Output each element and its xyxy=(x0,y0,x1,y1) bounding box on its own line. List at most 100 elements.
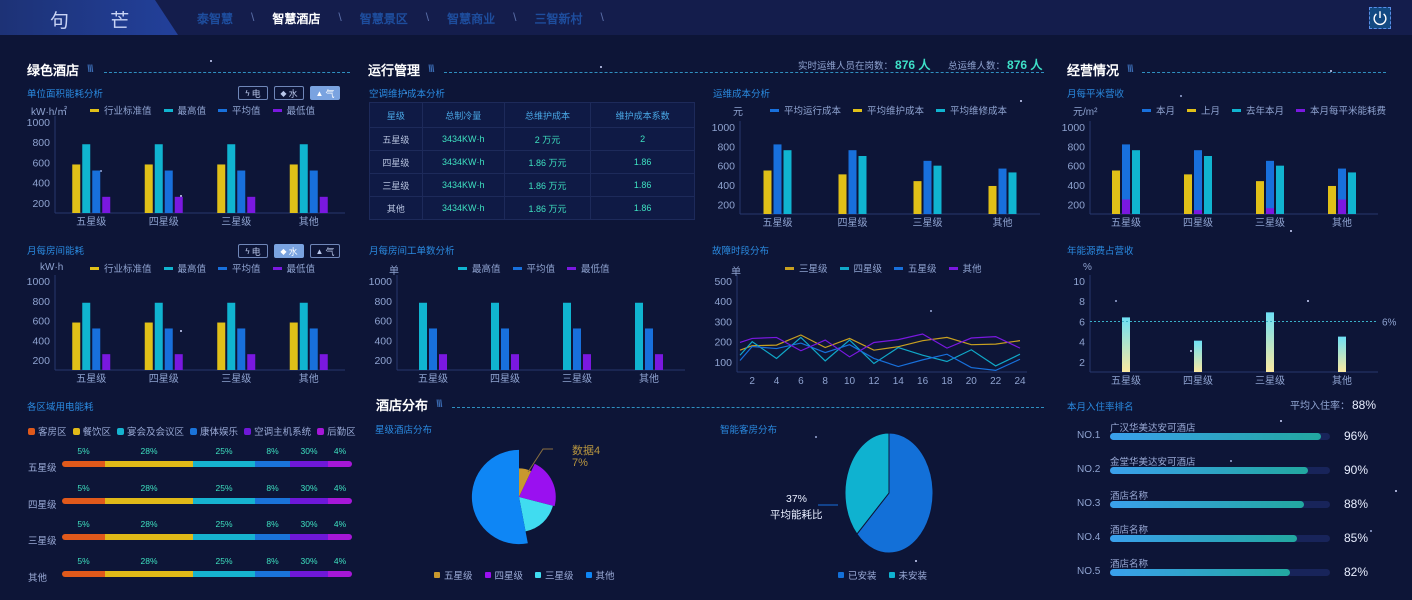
water-drop-icon: ◆ xyxy=(280,88,287,98)
column-header: 维护成本系数 xyxy=(590,102,695,128)
legend-item: 最高值 xyxy=(163,103,206,117)
chart-title: 单位面积能耗分析 xyxy=(27,89,104,100)
stacked-bar xyxy=(62,534,352,540)
segment-labels: 5% 28% 25% 8% 30% 4% xyxy=(62,556,352,566)
toggle-flame[interactable]: ▲ 气 xyxy=(310,244,340,258)
column-header: 星级 xyxy=(369,102,423,128)
nav-item[interactable]: 三智新村 xyxy=(534,12,583,26)
legend-swatch xyxy=(936,108,946,112)
title-slash-decoration: \\\ xyxy=(428,64,434,75)
bar xyxy=(1112,170,1120,214)
legend-swatch xyxy=(218,108,228,112)
segment-percent: 5% xyxy=(77,482,90,493)
pie-slice xyxy=(519,497,553,532)
chart-title: 月每房间工单数分析 xyxy=(369,246,455,257)
rank-number: NO.4 xyxy=(1077,532,1101,543)
nav-item[interactable]: 智慧商业 xyxy=(447,12,496,26)
section-divider xyxy=(104,72,350,73)
ranking-item: NO.2 金堂华美达安可酒店 90% xyxy=(1060,454,1412,488)
nav-item[interactable]: 智慧景区 xyxy=(359,12,408,26)
x-tick-label: 6 xyxy=(798,376,804,387)
bar xyxy=(773,144,782,214)
segment-labels: 5% 28% 25% 8% 30% 4% xyxy=(62,483,352,493)
bar xyxy=(92,328,101,370)
toggle-water-drop[interactable]: ◆ 水 xyxy=(274,86,304,100)
row-label: 其他 xyxy=(28,572,48,584)
bar xyxy=(289,322,298,370)
title-slash-decoration: \\\ xyxy=(1127,64,1133,75)
water-drop-icon: ◆ xyxy=(280,246,287,256)
bar-segment xyxy=(328,534,352,540)
table-cell: 3434KW·h xyxy=(421,150,505,174)
legend-swatch xyxy=(785,266,794,270)
legend-item: 五星级 xyxy=(434,568,473,582)
stacked-bar xyxy=(62,570,352,577)
segment-percent: 4% xyxy=(333,519,347,529)
x-category-label: 四星级 xyxy=(1183,217,1213,229)
rank-number: NO.1 xyxy=(1077,430,1101,441)
legend-swatch xyxy=(90,266,99,270)
table-row: 五星级 3434KW·h 2 万元 2 xyxy=(369,127,695,151)
top-header: 句 芒 泰智慧 \ 智慧酒店 \ 智慧景区 \ 智慧商业 \ 三智新村 \ xyxy=(0,0,1412,35)
segment-percent: 25% xyxy=(215,519,233,529)
bar xyxy=(1266,312,1274,372)
bar xyxy=(319,196,328,213)
series-line xyxy=(739,336,1021,367)
fault-legend: 三星级 四星级 五星级 其他 xyxy=(785,261,982,275)
bar xyxy=(491,302,499,370)
legend-item: 未安装 xyxy=(888,568,927,582)
section-divider xyxy=(444,72,1044,73)
bar-segment xyxy=(290,570,328,577)
legend-item: 平均运行成本 xyxy=(770,103,841,117)
table-cell: 1.86 xyxy=(590,150,695,174)
y-tick-label: 6 xyxy=(1079,316,1085,328)
legend-swatch xyxy=(1187,108,1197,112)
nav-separator: \ xyxy=(425,10,430,24)
legend-swatch xyxy=(458,266,467,270)
bar-segment xyxy=(62,461,105,467)
bar xyxy=(309,170,318,213)
x-category-label: 五星级 xyxy=(76,216,106,228)
legend-item: 最高值 xyxy=(163,261,206,275)
legend-item: 客房区 xyxy=(28,424,67,438)
legend-item: 平均维修成本 xyxy=(936,103,1007,117)
y-tick-label: 800 xyxy=(1067,141,1085,153)
column-header: 总维护成本 xyxy=(503,102,592,128)
segment-percent: 25% xyxy=(215,482,233,493)
bar xyxy=(501,328,509,370)
nav-item[interactable]: 智慧酒店 xyxy=(272,12,321,26)
legend-item: 其他 xyxy=(585,568,615,582)
bar xyxy=(511,354,519,370)
toggle-flame[interactable]: ▲ 气 xyxy=(310,86,340,100)
nav-item[interactable]: 泰智慧 xyxy=(197,12,234,26)
bar xyxy=(309,328,318,370)
legend-item: 本月 xyxy=(1142,103,1175,117)
legend-item: 已安装 xyxy=(838,568,877,582)
segment-percent: 30% xyxy=(300,482,318,493)
y-tick-label: 600 xyxy=(717,161,735,173)
table-cell: 1.86 xyxy=(590,173,695,197)
table-cell: 2 万元 xyxy=(503,127,592,151)
series-line xyxy=(739,342,1021,371)
bar-segment xyxy=(290,497,328,504)
occupancy-bar-fill xyxy=(1110,569,1291,576)
legend-item: 上月 xyxy=(1187,103,1220,117)
power-button[interactable] xyxy=(1369,7,1391,29)
bar xyxy=(1266,160,1274,214)
pie-center-label: 63 家 xyxy=(856,495,883,507)
y-tick-label: 400 xyxy=(714,296,732,308)
legend-swatch xyxy=(1142,108,1151,112)
x-tick-label: 8 xyxy=(822,376,828,387)
flame-icon: ▲ xyxy=(315,246,324,256)
logo-text: 句 芒 xyxy=(50,11,148,32)
pie-callout-value: 7% xyxy=(572,457,588,469)
toggle-water-drop[interactable]: ◆ 水 xyxy=(274,244,304,258)
segment-percent: 5% xyxy=(77,555,90,566)
legend-swatch xyxy=(535,572,542,578)
legend-item: 四星级 xyxy=(484,568,523,582)
bar xyxy=(299,144,308,213)
x-tick-label: 2 xyxy=(749,376,755,387)
bar xyxy=(1266,208,1274,214)
